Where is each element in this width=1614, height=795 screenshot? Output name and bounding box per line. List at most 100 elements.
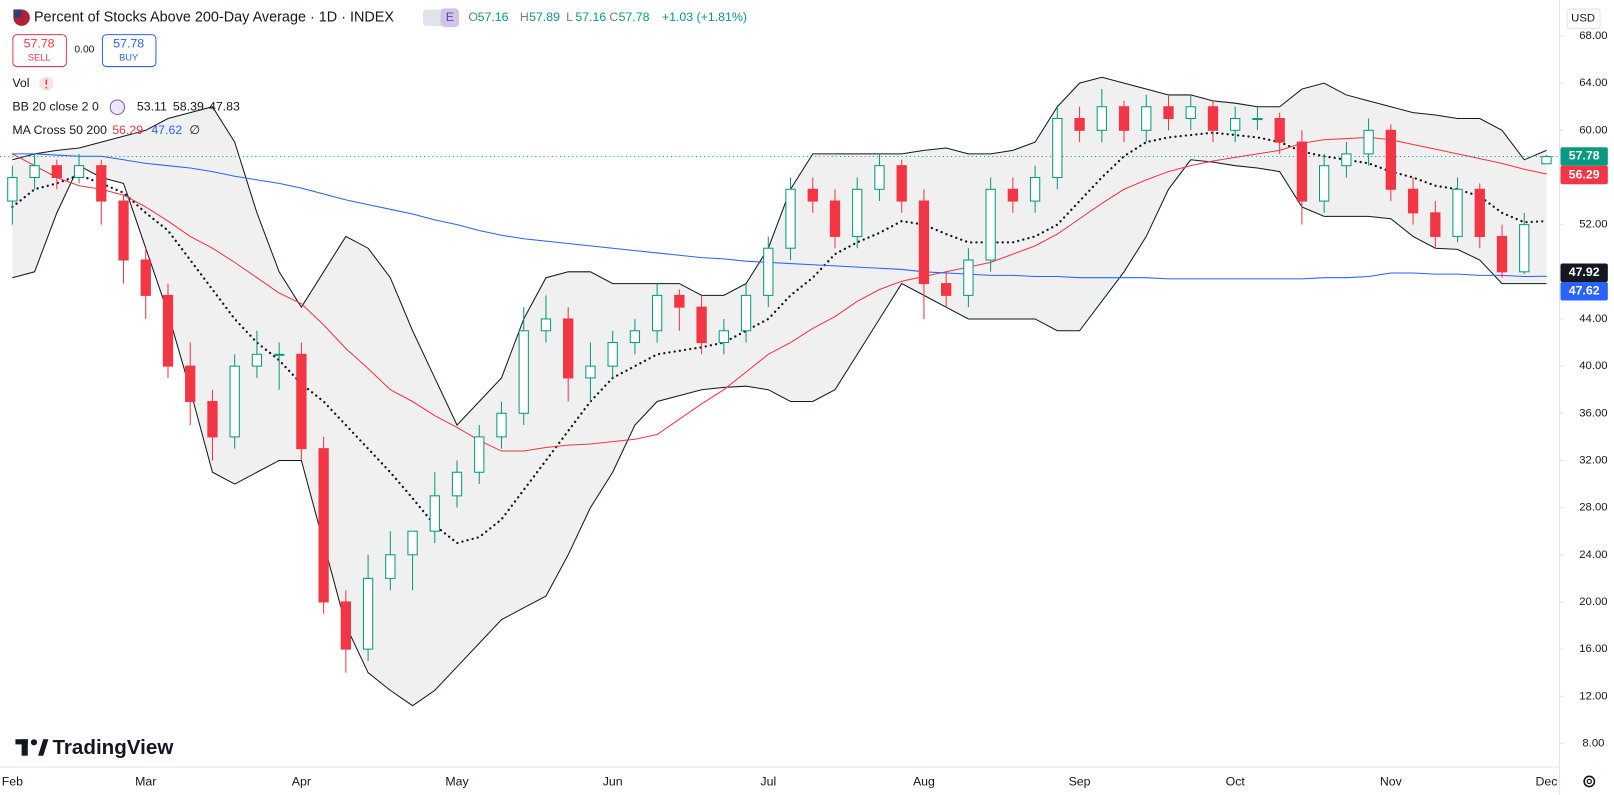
candle-body xyxy=(1519,224,1530,273)
candle-body xyxy=(1541,155,1552,165)
candle-body xyxy=(362,577,374,650)
x-tick-label: Dec xyxy=(1535,775,1557,789)
ohlc-value: 57.89 xyxy=(529,10,560,24)
candle-body xyxy=(1452,188,1463,237)
price-tag xyxy=(1560,263,1608,283)
candle-body xyxy=(162,294,174,367)
bb-value: 58.39 xyxy=(173,99,204,113)
candle-body xyxy=(874,165,885,190)
x-tick-label: Sep xyxy=(1069,775,1091,789)
y-tick-label: 28.00 xyxy=(1579,502,1607,514)
brand-logo xyxy=(15,739,49,756)
x-tick-label: Jun xyxy=(603,775,623,789)
candle-body xyxy=(1163,106,1174,120)
x-tick-label: Mar xyxy=(135,775,156,789)
candle-body xyxy=(7,176,18,202)
candle-body xyxy=(1074,118,1085,131)
y-tick-label: 36.00 xyxy=(1579,407,1607,419)
candle-body xyxy=(340,601,352,650)
currency-button[interactable] xyxy=(1566,8,1601,29)
candle-body xyxy=(318,448,329,603)
y-tick-label: 20.00 xyxy=(1579,596,1607,608)
y-tick-label: 64.00 xyxy=(1579,77,1607,89)
candle-body xyxy=(607,342,618,367)
candle-body xyxy=(51,165,62,178)
x-tick-label: Feb xyxy=(2,775,23,789)
candle-body xyxy=(1252,118,1263,121)
price-tag-label: 47.92 xyxy=(1569,265,1600,279)
price-tag xyxy=(1560,165,1608,185)
ohlc-key: C xyxy=(609,10,618,24)
sell-button[interactable] xyxy=(12,34,67,68)
y-tick-label: 16.00 xyxy=(1579,643,1607,655)
y-tick-label: 40.00 xyxy=(1579,360,1607,372)
candle-body xyxy=(785,188,796,249)
candle-body xyxy=(585,365,596,379)
plot-area xyxy=(0,76,1560,707)
bb-value: 53.11 xyxy=(137,99,167,113)
x-tick-label: Apr xyxy=(292,775,311,789)
buy-button[interactable] xyxy=(101,34,157,68)
candle-body xyxy=(852,188,863,237)
collapse-button[interactable] xyxy=(423,9,444,26)
candle-body xyxy=(1385,129,1396,190)
candle-body xyxy=(407,530,418,556)
candle-body xyxy=(185,365,196,403)
candle-body xyxy=(674,294,685,308)
warning-icon-dot xyxy=(45,86,48,89)
ma-value: 56.29 xyxy=(112,123,143,137)
candle-body xyxy=(1230,118,1241,131)
bollinger-band-lower xyxy=(12,159,1547,707)
refresh-icon[interactable] xyxy=(109,99,126,115)
bb-value: 47.83 xyxy=(209,99,240,113)
candle-body xyxy=(296,353,307,450)
candle-body xyxy=(985,188,996,261)
candle-body xyxy=(829,200,841,237)
candle-body xyxy=(207,400,218,438)
x-tick-label: May xyxy=(445,775,469,789)
candle-body xyxy=(451,471,463,497)
symbol-title: Percent of Stocks Above 200-Day Average … xyxy=(34,9,394,25)
candle-body xyxy=(1318,165,1330,202)
candle-body xyxy=(385,554,396,579)
spread: 0.00 xyxy=(74,44,94,55)
y-tick-label: 12.00 xyxy=(1579,690,1607,702)
brand: TradingView xyxy=(52,736,174,759)
bb-indicator[interactable]: BB 20 close 2 0 xyxy=(12,99,99,113)
price-tag-label: 47.62 xyxy=(1569,284,1600,298)
candle-body xyxy=(1341,153,1352,167)
y-tick-label: 52.00 xyxy=(1579,219,1607,231)
candle-body xyxy=(696,306,707,344)
y-tick-label: 44.00 xyxy=(1579,313,1607,325)
candle-body xyxy=(29,165,40,178)
earnings-badge[interactable] xyxy=(440,8,460,27)
y-tick-label: 24.00 xyxy=(1579,549,1607,561)
ma-indicator[interactable]: MA Cross 50 200 xyxy=(12,123,107,137)
price-tag-label: 56.29 xyxy=(1569,167,1600,181)
candle-body xyxy=(429,495,440,532)
ma-value: 47.62 xyxy=(151,123,182,137)
settings-icon[interactable] xyxy=(1583,775,1596,788)
candle-body xyxy=(629,330,641,344)
candle-body xyxy=(1007,188,1019,202)
ohlc-key: L xyxy=(566,10,573,24)
candle-body xyxy=(1474,188,1485,237)
ohlc-key: H xyxy=(520,10,529,24)
candle-body xyxy=(1430,212,1441,237)
price-tag-label: 57.78 xyxy=(1569,149,1600,163)
bollinger-band-upper xyxy=(12,76,1547,426)
ma-values: 56.29 47.62 xyxy=(112,123,182,137)
candle-body xyxy=(540,318,552,332)
candle-body xyxy=(963,259,974,296)
vol-indicator[interactable]: Vol xyxy=(12,76,29,90)
candle-body xyxy=(718,330,729,344)
earnings-badge-label: E xyxy=(446,10,454,24)
price-tag xyxy=(1560,147,1608,166)
candle-body xyxy=(1363,129,1374,155)
candle-body xyxy=(918,200,930,285)
candle-body xyxy=(73,165,85,178)
sell-label: SELL xyxy=(28,52,51,62)
candle-body xyxy=(1141,106,1152,131)
